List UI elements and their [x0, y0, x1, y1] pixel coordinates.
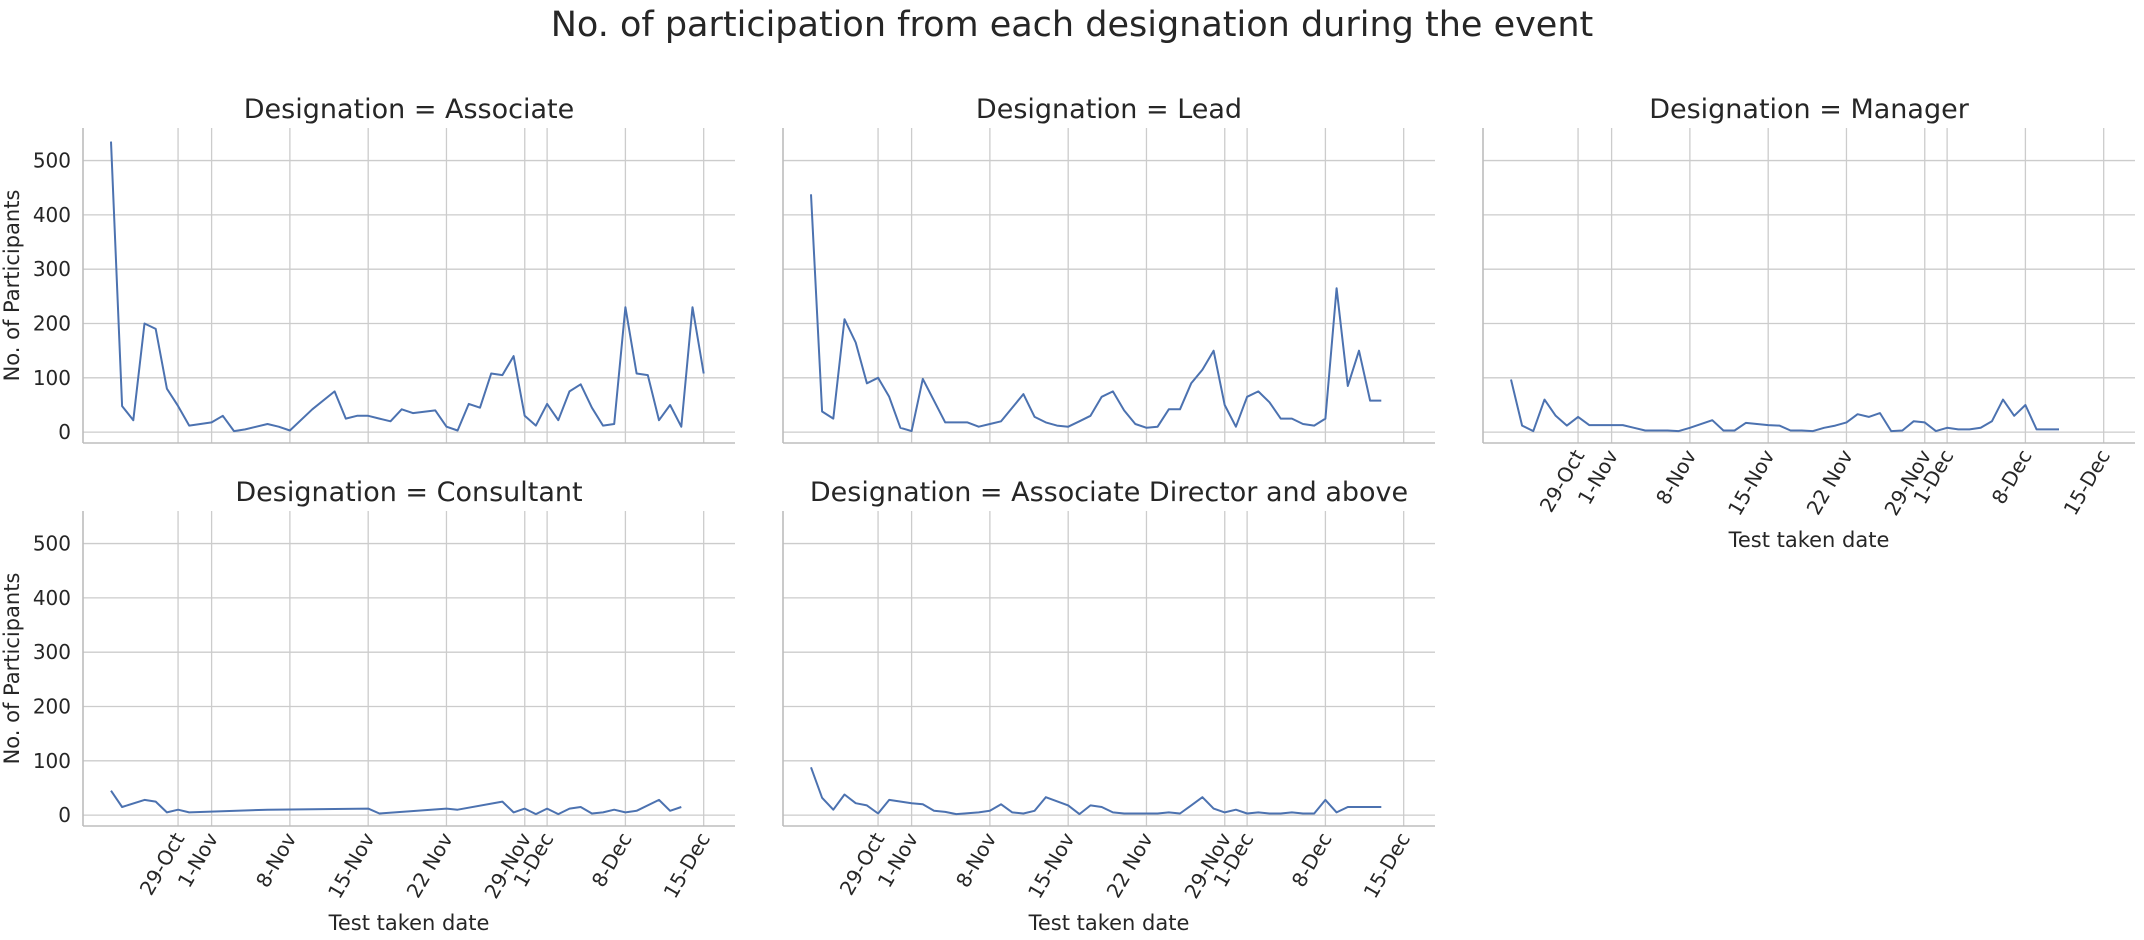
series-line	[110, 141, 705, 433]
x-tick-label: 22 Nov	[1102, 828, 1158, 901]
y-tick-label: 200	[33, 695, 71, 719]
series-line	[110, 790, 682, 816]
x-tick-label: 8-Dec	[1287, 829, 1337, 892]
x-tick-label: 22 Nov	[402, 828, 458, 901]
y-tick-label: 0	[58, 420, 71, 444]
series-line	[810, 194, 1382, 433]
x-tick-label: 15-Nov	[1023, 828, 1080, 902]
y-tick-label: 300	[33, 640, 71, 664]
series-line	[810, 766, 1382, 816]
x-axis-label: Test taken date	[1728, 528, 1890, 552]
y-tick-label: 400	[33, 203, 71, 227]
x-axis-label: Test taken date	[328, 911, 490, 935]
x-tick-label: 15-Dec	[659, 829, 715, 903]
y-tick-label: 400	[33, 586, 71, 610]
x-axis-label: Test taken date	[1028, 911, 1190, 935]
y-tick-label: 300	[33, 257, 71, 281]
x-tick-label: 8-Nov	[1651, 445, 1701, 508]
y-tick-label: 100	[33, 749, 71, 773]
panel-lead: Designation = Lead	[782, 94, 1435, 444]
x-tick-label: 8-Dec	[587, 829, 637, 892]
x-tick-label: 22 Nov	[1802, 445, 1858, 518]
x-tick-label: 8-Nov	[251, 828, 301, 891]
panel-associate: Designation = Associate 0 100 200 300 400 500 N…	[0, 94, 735, 444]
panel-title: Designation = Lead	[976, 94, 1242, 125]
y-tick-label: 500	[33, 532, 71, 556]
x-tick-label: 15-Nov	[1723, 445, 1780, 519]
panel-title: Designation = Manager	[1649, 94, 1970, 125]
y-axis-label: No. of Participants	[0, 190, 24, 382]
panel-title: Designation = Consultant	[235, 477, 582, 508]
panel-associate-director-and-above: Designation = Associate Director and abo…	[782, 477, 1435, 935]
y-tick-label: 200	[33, 312, 71, 336]
x-tick-label: 8-Nov	[951, 828, 1001, 891]
chart-title: No. of participation from each designati…	[551, 5, 1594, 45]
y-axis-label: No. of Participants	[0, 573, 24, 765]
panel-title: Designation = Associate	[244, 94, 575, 125]
y-tick-label: 500	[33, 149, 71, 173]
x-tick-label: 8-Dec	[1987, 446, 2037, 509]
series-line	[1510, 379, 2059, 433]
x-tick-label: 15-Dec	[2059, 446, 2115, 520]
y-tick-label: 100	[33, 366, 71, 390]
x-tick-label: 15-Dec	[1359, 829, 1415, 903]
panel-title: Designation = Associate Director and abo…	[810, 477, 1408, 508]
x-tick-label: 15-Nov	[323, 828, 380, 902]
panel-consultant: Designation = Consultant 0 100 200 300 400 500…	[0, 477, 735, 935]
y-tick-label: 0	[58, 803, 71, 827]
